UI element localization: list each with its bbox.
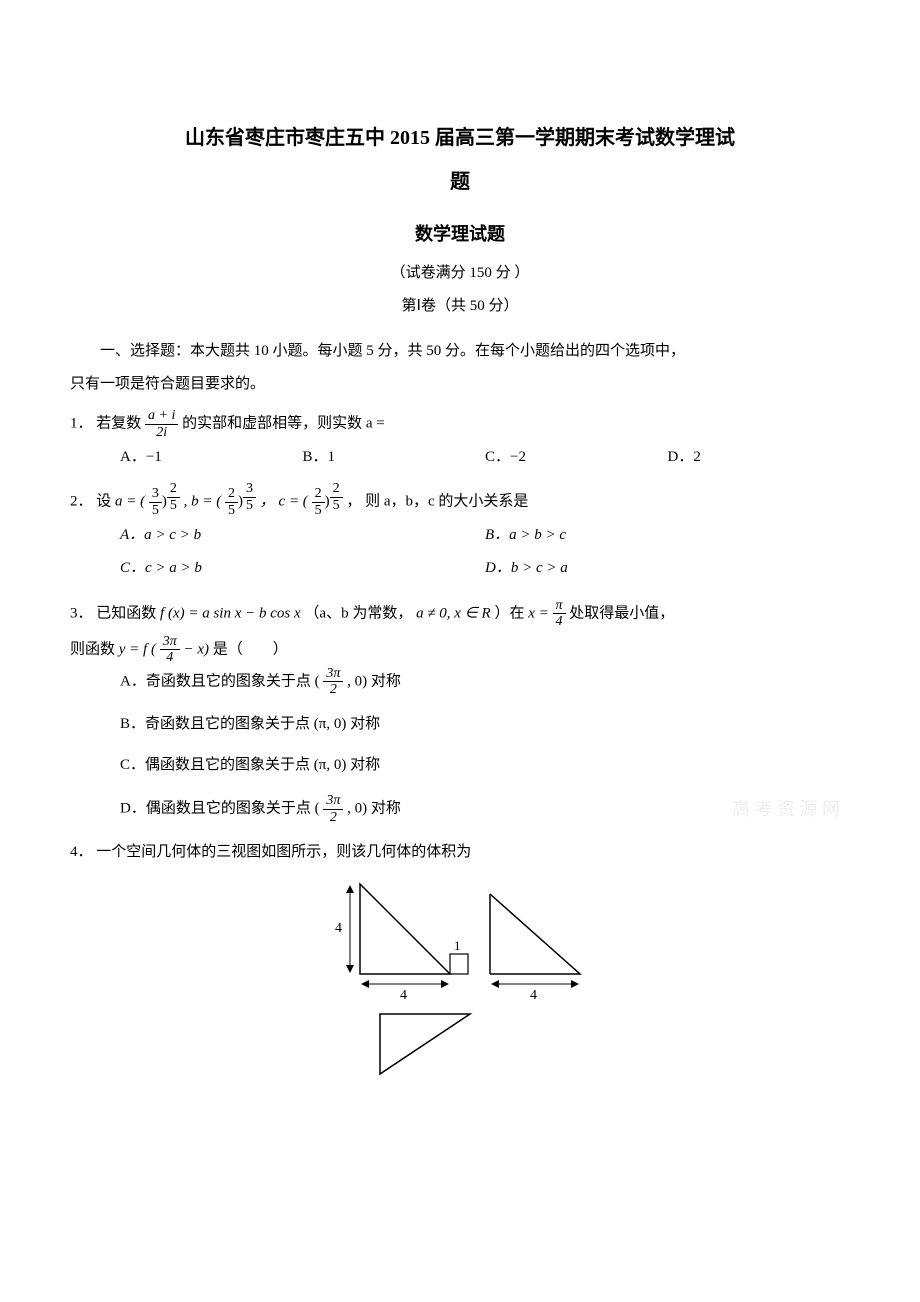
q3-optD-pre: D．偶函数且它的图象关于点 ( [120,801,320,817]
q2-frac25b-num: 2 [225,486,238,502]
q1-options: A．−1 B．1 C．−2 D．2 [70,444,850,471]
q3-optA-den: 2 [323,682,343,697]
q2-b-label: , b = ( [184,494,222,510]
q2-exp35-num: 3 [243,481,256,497]
q2-exp25a-num: 2 [167,481,180,497]
q2-frac25b-den: 5 [225,503,238,518]
q3-yf-post: − x) [183,641,209,657]
q3-3pi4-num: 3π [160,634,180,650]
label-4h: 4 [335,921,342,936]
question-1: 1． 若复数 a + i 2i 的实部和虚部相等，则实数 a = [70,408,850,440]
q1-option-b: B．1 [303,444,486,471]
q3-option-b: B．奇函数且它的图象关于点 (π, 0) 对称 [120,711,850,738]
q2-exp25c-den: 5 [330,498,343,513]
q3-optD-post: , 0) 对称 [347,801,401,817]
label-4w-left: 4 [400,988,407,1003]
intro-line-2: 只有一项是符合题目要求的。 [70,371,850,398]
q1-frac-num: a + i [145,408,178,424]
q2-options: A．a > c > b B．a > b > c C．c > a > b D．b … [70,522,850,588]
q2-exp35-den: 5 [243,498,256,513]
q3-optA-pre: A．奇函数且它的图象关于点 ( [120,673,320,689]
q2-number: 2． [70,494,93,510]
q2-option-a: A．a > c > b [120,522,485,549]
q2-option-d: D．b > c > a [485,555,850,582]
q3-pi4-num: π [553,598,566,614]
q1-stem-pre: 若复数 [96,416,145,432]
q3-optD-den: 2 [323,810,343,825]
q1-frac-den: 2i [145,425,178,440]
front-view-icon: 4 4 1 [335,884,468,1003]
q4-stem: 一个空间几何体的三视图如图所示，则该几何体的体积为 [96,844,471,860]
side-view-icon: 4 [490,894,580,1003]
q1-option-c: C．−2 [485,444,668,471]
q2-option-b: B．a > b > c [485,522,850,549]
question-4: 4． 一个空间几何体的三视图如图所示，则该几何体的体积为 [70,839,850,866]
watermark: 高 考 资 源 网 [732,793,840,825]
q2-exp25c-num: 2 [330,481,343,497]
top-view-icon [380,1014,470,1074]
q1-number: 1． [70,416,93,432]
q3-mid1: （a、b 为常数， [304,605,412,621]
q2-stem-post: ， 则 a，b，c 的大小关系是 [346,494,528,510]
q3-option-c: C．偶函数且它的图象关于点 (π, 0) 对称 [120,752,850,779]
q3-mid3: 处取得最小值， [569,605,674,621]
q1-option-d: D．2 [668,444,851,471]
question-3-line2: 则函数 y = f ( 3π 4 − x) 是（ ） [70,634,850,666]
q2-a-label: a = ( [115,494,145,510]
q3-fx: f (x) = a sin x − b cos x [160,605,301,621]
q2-frac25c-den: 5 [312,503,325,518]
intro-line-1: 一、选择题：本大题共 10 小题。每小题 5 分，共 50 分。在每个小题给出的… [70,338,850,365]
label-1: 1 [454,938,461,953]
q3-options: A．奇函数且它的图象关于点 ( 3π 2 , 0) 对称 B．奇函数且它的图象关… [70,666,850,826]
question-3: 3． 已知函数 f (x) = a sin x − b cos x （a、b 为… [70,598,850,630]
q2-c-label: ， c = ( [260,494,308,510]
q3-xval-pre: x = [528,605,552,621]
section-title: 数学理试题 [70,218,850,250]
q1-stem-post: 的实部和虚部相等，则实数 a = [182,416,385,432]
q3-yf-pre: y = f ( [119,641,156,657]
q3-stem2-post: 是（ ） [213,641,288,657]
q2-option-c: C．c > a > b [120,555,485,582]
q3-optA-post: , 0) 对称 [347,673,401,689]
q3-option-a: A．奇函数且它的图象关于点 ( 3π 2 , 0) 对称 [120,666,850,698]
q1-option-a: A．−1 [120,444,303,471]
q3-stem-pre: 已知函数 [96,605,160,621]
q3-optA-num: 3π [323,666,343,682]
q2-frac35-num: 3 [149,486,162,502]
q3-mid2: ）在 [494,605,528,621]
question-2: 2． 设 a = ( 3 5 ) 2 5 , b = ( 2 5 ) 3 5 ，… [70,481,850,518]
q2-frac25c-num: 2 [312,486,325,502]
q2-stem-pre: 设 [96,494,115,510]
q3-optD-num: 3π [323,793,343,809]
q3-pi4-den: 4 [553,614,566,629]
q3-number: 3． [70,605,93,621]
q3-cond: a ≠ 0, x ∈ R [416,605,491,621]
q3-stem2-pre: 则函数 [70,641,119,657]
q3-option-d: D．偶函数且它的图象关于点 ( 3π 2 , 0) 对称 高 考 资 源 网 [120,793,850,825]
label-4w-right: 4 [530,988,537,1003]
full-score: （试卷满分 150 分 ） [70,260,850,287]
three-view-diagram: 4 4 1 4 [70,874,850,1094]
q4-number: 4． [70,844,93,860]
title-line-1: 山东省枣庄市枣庄五中 2015 届高三第一学期期末考试数学理试 [70,120,850,156]
q3-3pi4-den: 4 [160,650,180,665]
part-title: 第Ⅰ卷（共 50 分） [70,293,850,320]
q2-frac35-den: 5 [149,503,162,518]
title-line-2: 题 [70,164,850,200]
q2-exp25a-den: 5 [167,498,180,513]
